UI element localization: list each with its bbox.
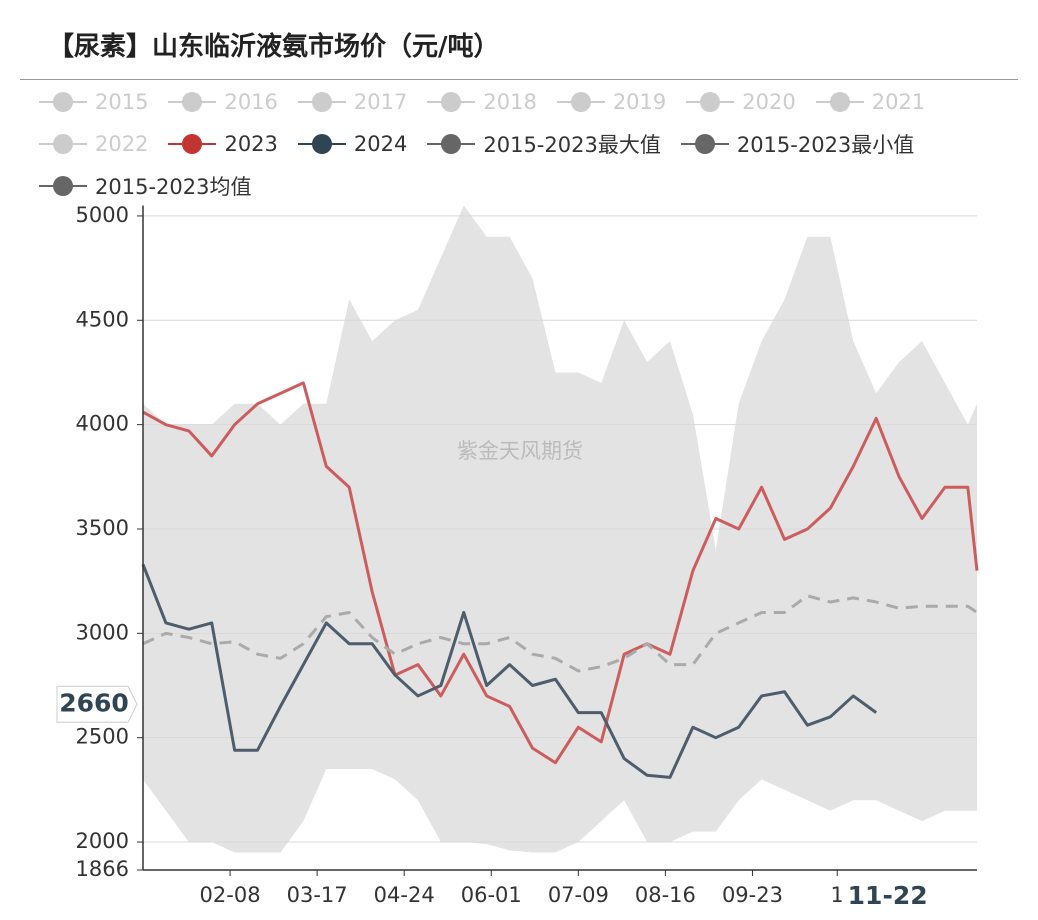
x-pointer-box bbox=[841, 878, 934, 918]
legend-item[interactable]: 2019 bbox=[555, 84, 666, 120]
legend-icon bbox=[427, 92, 476, 112]
legend-dot bbox=[311, 134, 332, 154]
series-line bbox=[141, 563, 878, 779]
series-line bbox=[142, 594, 978, 673]
legend-icon bbox=[297, 92, 346, 112]
legend-label: 2023 bbox=[224, 132, 278, 156]
y-tick-label: 3500 bbox=[76, 516, 129, 540]
legend-item[interactable]: 2023 bbox=[166, 126, 278, 162]
legend-dot bbox=[182, 134, 203, 154]
x-tick-label: 07-09 bbox=[548, 883, 609, 907]
y-tick-label: 2500 bbox=[76, 725, 129, 749]
legend-item[interactable]: 2015-2023均值 bbox=[37, 168, 251, 204]
legend-item[interactable]: 2015 bbox=[37, 84, 148, 120]
y-tick-label: 4000 bbox=[76, 412, 129, 436]
legend-item[interactable]: 2018 bbox=[425, 84, 537, 120]
y-tick-label: 2000 bbox=[76, 829, 129, 853]
legend-label: 2021 bbox=[871, 90, 926, 114]
legend-item[interactable]: 2024 bbox=[296, 126, 407, 162]
legend-label: 2024 bbox=[353, 132, 408, 156]
legend-dot bbox=[441, 134, 462, 154]
legend-dot bbox=[441, 92, 462, 112]
legend-icon bbox=[39, 176, 87, 196]
legend-dot bbox=[311, 92, 332, 112]
legend-label: 2018 bbox=[483, 90, 537, 114]
legend-dot bbox=[570, 92, 591, 112]
legend-icon bbox=[39, 92, 87, 112]
x-pointer-label: 11-22 bbox=[848, 881, 928, 910]
x-tick-label: 03-17 bbox=[287, 883, 348, 907]
x-tick-label: 04-24 bbox=[374, 883, 435, 907]
legend-icon bbox=[680, 134, 729, 154]
x-tick-label: 02-08 bbox=[200, 883, 261, 907]
y-tick-label: 4500 bbox=[76, 307, 129, 331]
legend-icon bbox=[556, 92, 605, 112]
x-tick-label: 06-01 bbox=[461, 883, 522, 907]
legend-dot bbox=[182, 92, 203, 112]
legend-label: 2019 bbox=[612, 90, 667, 114]
legend-icon bbox=[815, 92, 864, 112]
title-rule bbox=[20, 79, 1018, 80]
legend-dot bbox=[829, 92, 850, 112]
legend-item[interactable]: 2020 bbox=[684, 84, 796, 120]
legend-icon bbox=[39, 134, 87, 154]
legend-dot bbox=[53, 176, 73, 196]
legend-label: 2016 bbox=[224, 90, 278, 114]
legend-item[interactable]: 2021 bbox=[814, 84, 925, 120]
chart-title: 【尿素】山东临沂液氨市场价（元/吨） bbox=[48, 32, 500, 62]
x-tick-label: 08-16 bbox=[635, 883, 696, 907]
y-tick-label: 3000 bbox=[76, 620, 129, 644]
y-pointer-box bbox=[56, 685, 138, 723]
legend-dot bbox=[53, 134, 73, 154]
legend-icon bbox=[168, 92, 217, 112]
x-tick-label: 1 bbox=[831, 883, 844, 907]
legend-label: 2015 bbox=[95, 90, 149, 114]
legend-item[interactable]: 2015-2023最小值 bbox=[679, 126, 914, 162]
legend-item[interactable]: 2016 bbox=[166, 84, 278, 120]
legend-dot bbox=[53, 92, 73, 112]
legend-item[interactable]: 2022 bbox=[37, 126, 148, 162]
legend-icon bbox=[297, 134, 346, 154]
legend-item[interactable]: 2017 bbox=[296, 84, 407, 120]
legend-dot bbox=[694, 134, 715, 154]
x-tick-label: 09-23 bbox=[722, 883, 783, 907]
legend-icon bbox=[427, 134, 476, 154]
legend-label: 2017 bbox=[353, 90, 408, 114]
y-tick-label: 1866 bbox=[76, 857, 129, 881]
y-tick-label: 5000 bbox=[76, 203, 129, 227]
legend-icon bbox=[686, 92, 735, 112]
legend-label: 2015-2023最小值 bbox=[736, 133, 915, 157]
legend-label: 2022 bbox=[95, 132, 149, 156]
legend-label: 2015-2023最大值 bbox=[483, 133, 661, 157]
legend-icon bbox=[168, 134, 217, 154]
legend-label: 2020 bbox=[742, 90, 796, 114]
y-pointer-label: 2660 bbox=[59, 688, 129, 717]
legend: 2015 2016 2017 2018 2019 2020 2021 2022 2023 2024… bbox=[37, 84, 1017, 204]
legend-label: 2015-2023均值 bbox=[95, 175, 252, 199]
legend-dot bbox=[700, 92, 721, 112]
watermark: 紫金天风期货 bbox=[457, 439, 583, 463]
legend-item[interactable]: 2015-2023最大值 bbox=[425, 126, 661, 162]
series-line bbox=[142, 381, 979, 765]
